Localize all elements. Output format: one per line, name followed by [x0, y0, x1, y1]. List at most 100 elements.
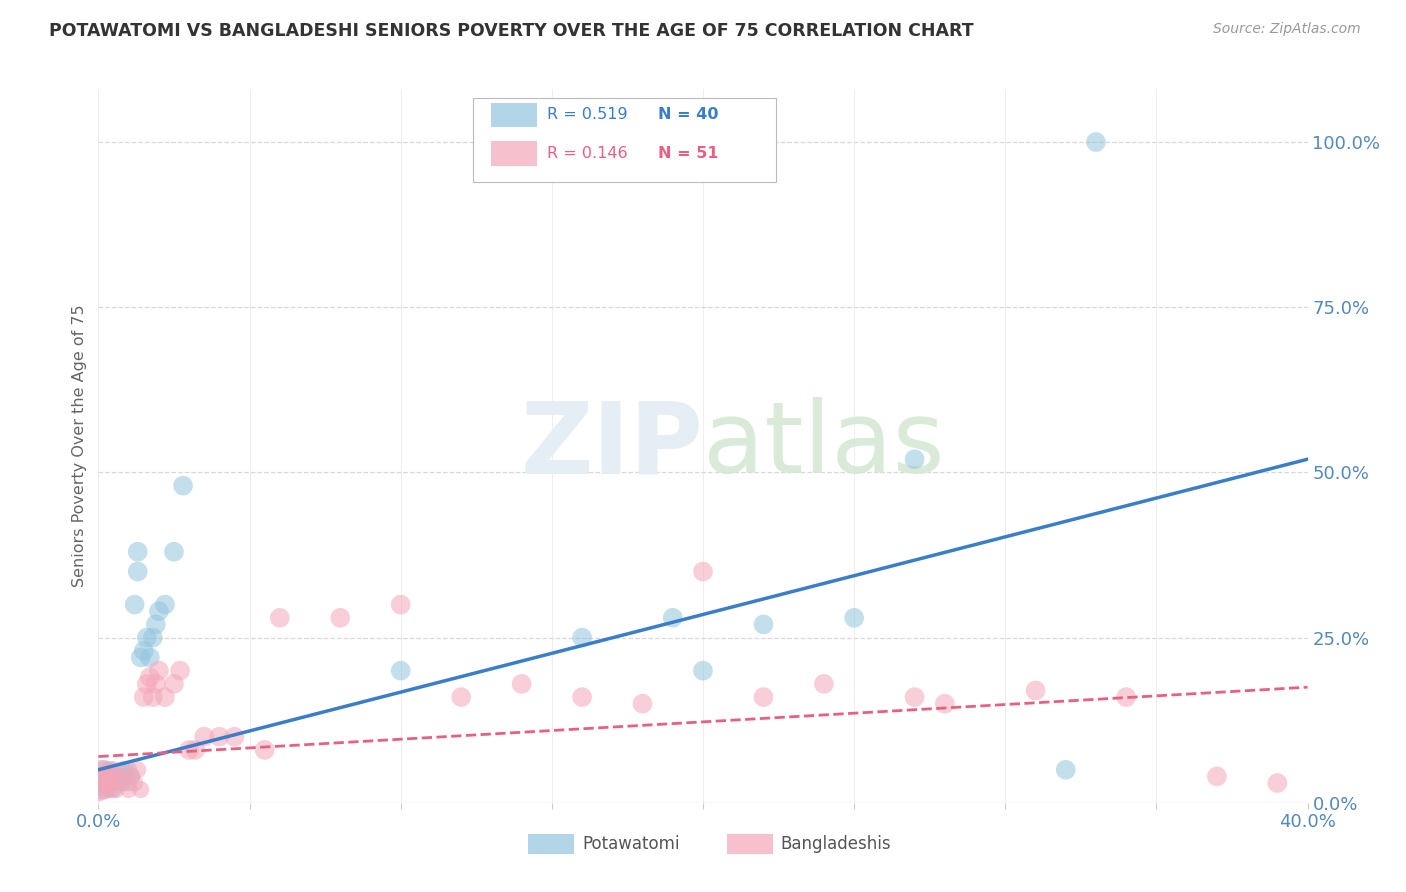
Point [692, 664, 714, 678]
Point [1024, 683, 1046, 698]
Point [127, 545, 149, 559]
Text: R = 0.146: R = 0.146 [547, 146, 627, 161]
Point [114, 769, 136, 783]
Point [1206, 769, 1229, 783]
Point [813, 677, 835, 691]
Point [139, 670, 162, 684]
Point [184, 743, 207, 757]
Point [100, 763, 122, 777]
Point [87, 782, 110, 797]
Bar [727, 834, 773, 855]
Point [904, 690, 927, 704]
Point [93, 763, 115, 777]
Point [124, 776, 146, 790]
Point [93, 782, 115, 797]
Bar [492, 103, 537, 127]
Point [142, 690, 165, 704]
Point [145, 677, 167, 691]
Point [90, 782, 112, 797]
Point [148, 664, 170, 678]
Point [571, 631, 593, 645]
Point [103, 776, 125, 790]
Point [118, 763, 141, 777]
Point [111, 776, 134, 790]
Point [692, 565, 714, 579]
Point [172, 478, 194, 492]
Point [1054, 763, 1077, 777]
Point [90, 763, 112, 777]
Point [1085, 135, 1108, 149]
Point [96, 763, 118, 777]
Point [105, 782, 128, 797]
Point [129, 782, 152, 797]
Point [93, 776, 115, 790]
Bar [492, 141, 537, 166]
Point [124, 598, 146, 612]
Y-axis label: Seniors Poverty Over the Age of 75: Seniors Poverty Over the Age of 75 [72, 305, 87, 587]
Point [121, 769, 143, 783]
Point [179, 743, 201, 757]
Text: N = 51: N = 51 [658, 146, 718, 161]
Point [100, 769, 122, 783]
Point [269, 611, 291, 625]
Point [153, 690, 176, 704]
Point [145, 617, 167, 632]
Point [193, 730, 215, 744]
Point [844, 611, 866, 625]
Point [148, 604, 170, 618]
Point [135, 677, 157, 691]
Text: POTAWATOMI VS BANGLADESHI SENIORS POVERTY OVER THE AGE OF 75 CORRELATION CHART: POTAWATOMI VS BANGLADESHI SENIORS POVERT… [49, 22, 974, 40]
Point [510, 677, 533, 691]
Point [103, 763, 125, 777]
Point [118, 782, 141, 797]
Point [661, 611, 683, 625]
Point [163, 545, 186, 559]
Point [132, 644, 155, 658]
Point [127, 763, 149, 777]
Point [127, 565, 149, 579]
Point [571, 690, 593, 704]
Text: Bangladeshis: Bangladeshis [780, 835, 891, 853]
Text: atlas: atlas [703, 398, 945, 494]
Point [96, 776, 118, 790]
Point [100, 782, 122, 797]
Text: R = 0.519: R = 0.519 [547, 107, 627, 122]
Point [904, 452, 927, 467]
Point [752, 617, 775, 632]
FancyBboxPatch shape [474, 98, 776, 182]
Point [103, 782, 125, 797]
Point [114, 763, 136, 777]
Point [90, 769, 112, 783]
Point [132, 690, 155, 704]
Text: Source: ZipAtlas.com: Source: ZipAtlas.com [1213, 22, 1361, 37]
Point [329, 611, 352, 625]
Point [631, 697, 654, 711]
Point [253, 743, 276, 757]
Point [139, 650, 162, 665]
Text: Potawatomi: Potawatomi [582, 835, 679, 853]
Text: N = 40: N = 40 [658, 107, 718, 122]
Point [1115, 690, 1137, 704]
Point [93, 769, 115, 783]
Point [103, 776, 125, 790]
Point [129, 650, 152, 665]
Point [224, 730, 246, 744]
Point [1267, 776, 1289, 790]
Point [108, 769, 131, 783]
Point [118, 776, 141, 790]
Point [100, 776, 122, 790]
Point [135, 631, 157, 645]
Point [96, 769, 118, 783]
Bar [527, 834, 574, 855]
Point [105, 769, 128, 783]
Point [142, 631, 165, 645]
Point [752, 690, 775, 704]
Point [111, 763, 134, 777]
Point [121, 769, 143, 783]
Point [169, 664, 191, 678]
Point [934, 697, 956, 711]
Point [389, 598, 412, 612]
Point [153, 598, 176, 612]
Text: ZIP: ZIP [520, 398, 703, 494]
Point [96, 782, 118, 797]
